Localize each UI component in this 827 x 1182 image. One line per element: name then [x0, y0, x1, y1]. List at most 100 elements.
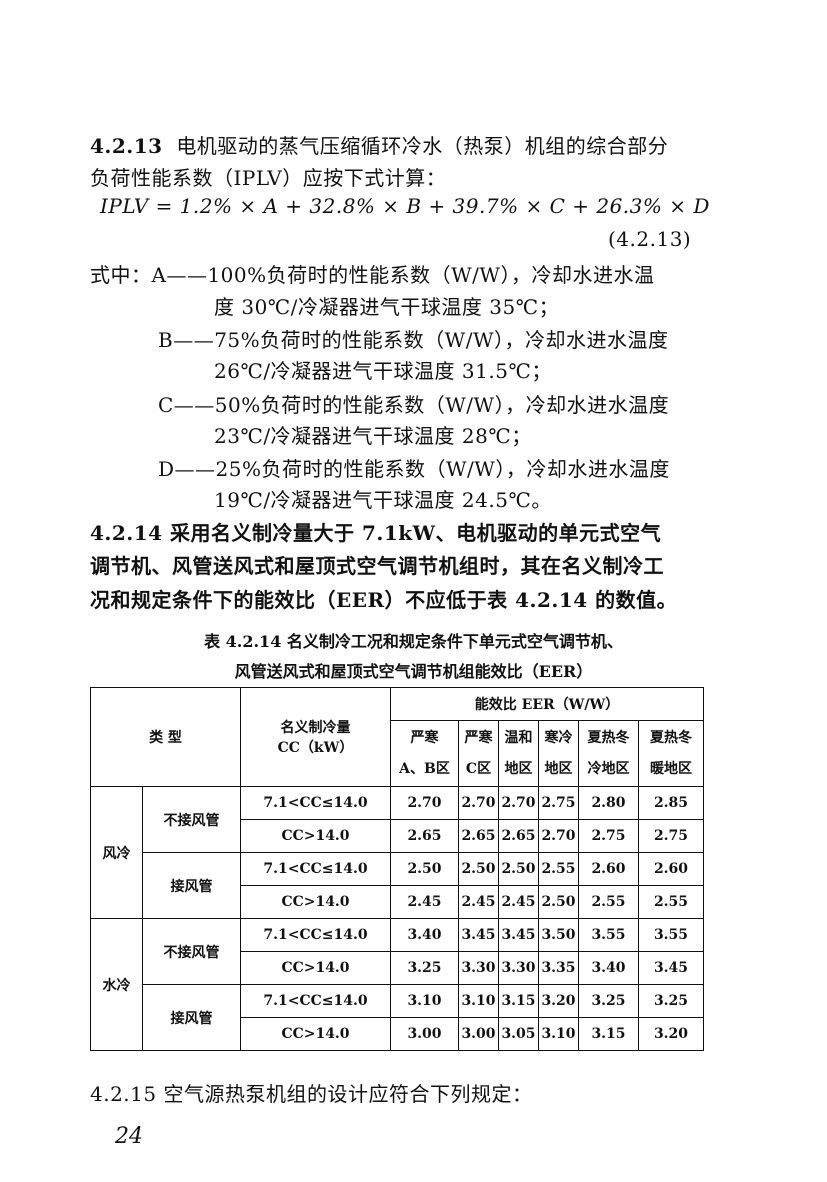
type-cell: 水冷	[90, 918, 143, 1051]
zone-line1: 严寒	[464, 729, 493, 746]
eer-value-cell: 3.00	[390, 1017, 459, 1051]
table-row: CC>14.0 2.45 2.45 2.45 2.50 2.55 2.55	[91, 885, 704, 919]
cc-cell: CC>14.0	[240, 1017, 391, 1051]
zone-line2: A、B区	[399, 760, 450, 777]
eer-value-cell: 2.70	[458, 786, 499, 820]
cc-cell: CC>14.0	[240, 951, 391, 985]
section-4-2-13-line2: 负荷性能系数（IPLV）应按下式计算：	[90, 166, 447, 190]
table-row: 风冷 不接风管 7.1<CC≤14.0 2.70 2.70 2.70 2.75 2.80 2.8…	[90, 786, 704, 919]
eer-value-cell: 3.40	[578, 951, 639, 985]
eer-value-cell: 3.30	[458, 951, 499, 985]
eer-value-cell: 2.60	[638, 852, 704, 886]
header-zone: 温和 地区	[498, 720, 539, 787]
type-cell: 风冷	[90, 786, 143, 919]
eer-value-cell: 2.70	[498, 786, 539, 820]
text: 电机驱动的蒸气压缩循环冷水（热泵）机组的综合部分	[176, 134, 669, 158]
eer-value-cell: 2.55	[538, 852, 579, 886]
page-number: 24	[115, 1124, 143, 1149]
section-number: 4.2.13	[90, 134, 163, 158]
eer-value-cell: 3.25	[390, 951, 459, 985]
zone-line1: 严寒	[410, 729, 439, 746]
section-4-2-15: 4.2.15 空气源热泵机组的设计应符合下列规定：	[90, 1082, 533, 1106]
eer-value-cell: 3.40	[390, 918, 459, 952]
eer-value-cell: 2.75	[578, 819, 639, 853]
eer-value-cell: 2.50	[538, 885, 579, 919]
zone-line1: 温和	[504, 729, 533, 746]
def-d-1: D——25%负荷时的性能系数（W/W），冷却水进水温度	[158, 457, 670, 481]
eer-value-cell: 2.65	[458, 819, 499, 853]
header-zone: 严寒 A、B区	[390, 720, 459, 787]
header-zone: 严寒 C区	[458, 720, 499, 787]
eer-value-cell: 3.10	[538, 1017, 579, 1051]
eer-value-cell: 3.20	[538, 984, 579, 1018]
eer-value-cell: 2.50	[458, 852, 499, 886]
def-b-2: 26℃/冷凝器进气干球温度 31.5℃；	[214, 359, 552, 383]
eer-value-cell: 3.10	[458, 984, 499, 1018]
subtype-cell: 接风管	[142, 852, 241, 919]
zone-line2: 地区	[504, 760, 533, 777]
eer-value-cell: 3.55	[578, 918, 639, 952]
table-row: CC>14.0 3.25 3.30 3.30 3.35 3.40 3.45	[91, 951, 704, 985]
header-eer: 能效比 EER（W/W）	[390, 687, 704, 721]
eer-value-cell: 2.60	[578, 852, 639, 886]
def-a-2: 度 30℃/冷凝器进气干球温度 35℃；	[214, 295, 560, 319]
cc-cell: 7.1<CC≤14.0	[240, 786, 391, 820]
table-row: CC>14.0 2.65 2.65 2.65 2.70 2.75 2.75	[91, 819, 704, 853]
eer-value-cell: 2.50	[390, 852, 459, 886]
zone-line2: C区	[465, 760, 492, 777]
eer-value-cell: 2.85	[638, 786, 704, 820]
section-4-2-14-line2: 调节机、风管送风式和屋顶式空气调节机组时，其在名义制冷工	[90, 554, 664, 578]
eer-value-cell: 3.35	[538, 951, 579, 985]
table-title-2: 风管送风式和屋顶式空气调节机组能效比（EER）	[234, 662, 593, 681]
cc-cell: CC>14.0	[240, 885, 391, 919]
header-cc: 名义制冷量 CC（kW）	[240, 687, 391, 787]
header-cc-unit: CC（kW）	[277, 740, 354, 756]
eer-value-cell: 2.45	[498, 885, 539, 919]
equation-number: (4.2.13)	[608, 227, 692, 251]
table-row: 接风管 7.1<CC≤14.0 3.10 3.10 3.15 3.20 3.25 3.25	[91, 984, 704, 1051]
zone-line2: 暖地区	[650, 760, 692, 777]
zone-line1: 寒冷	[544, 729, 573, 746]
header-zone: 夏热冬 暖地区	[638, 720, 704, 787]
subtype-cell: 不接风管	[142, 786, 241, 853]
eer-value-cell: 3.45	[498, 918, 539, 952]
eer-value-cell: 3.55	[638, 918, 704, 952]
def-a-1: 式中：A——100%负荷时的性能系数（W/W），冷却水进水温	[90, 263, 655, 287]
header-zone: 夏热冬 冷地区	[578, 720, 639, 787]
section-4-2-14-line3: 况和规定条件下的能效比（EER）不应低于表 4.2.14 的数值。	[90, 588, 678, 612]
eer-value-cell: 2.70	[538, 819, 579, 853]
eer-value-cell: 2.80	[578, 786, 639, 820]
cc-cell: 7.1<CC≤14.0	[240, 852, 391, 886]
def-c-1: C——50%负荷时的性能系数（W/W），冷却水进水温度	[158, 393, 670, 417]
def-b-1: B——75%负荷时的性能系数（W/W），冷却水进水温度	[158, 328, 669, 352]
header-zone: 寒冷 地区	[538, 720, 579, 787]
formula: IPLV = 1.2% × A + 32.8% × B + 39.7% × C …	[100, 194, 710, 218]
eer-value-cell: 3.45	[458, 918, 499, 952]
cc-cell: CC>14.0	[240, 819, 391, 853]
eer-value-cell: 2.75	[638, 819, 704, 853]
eer-value-cell: 3.15	[578, 1017, 639, 1051]
eer-value-cell: 2.45	[390, 885, 459, 919]
eer-table: 类 型 名义制冷量 CC（kW） 能效比 EER（W/W） 严寒 A、B区 严寒 C区温…	[90, 687, 704, 1051]
eer-value-cell: 3.20	[638, 1017, 704, 1051]
eer-value-cell: 3.30	[498, 951, 539, 985]
header-cc-label: 名义制冷量	[280, 720, 351, 736]
eer-value-cell: 2.50	[498, 852, 539, 886]
section-4-2-13-line1: 4.2.13 电机驱动的蒸气压缩循环冷水（热泵）机组的综合部分	[90, 130, 668, 159]
cc-cell: 7.1<CC≤14.0	[240, 918, 391, 952]
zone-line1: 夏热冬	[587, 729, 630, 746]
table-row: 水冷 不接风管 7.1<CC≤14.0 3.40 3.45 3.45 3.50 3.55 3.5…	[90, 918, 704, 1051]
eer-value-cell: 3.00	[458, 1017, 499, 1051]
eer-value-cell: 2.65	[498, 819, 539, 853]
eer-value-cell: 2.65	[390, 819, 459, 853]
eer-value-cell: 2.70	[390, 786, 459, 820]
eer-value-cell: 2.75	[538, 786, 579, 820]
header-type: 类 型	[90, 687, 241, 787]
zone-line2: 冷地区	[587, 760, 630, 777]
eer-value-cell: 2.55	[578, 885, 639, 919]
def-d-2: 19℃/冷凝器进气干球温度 24.5℃。	[214, 488, 552, 512]
eer-value-cell: 3.25	[638, 984, 704, 1018]
eer-value-cell: 3.10	[390, 984, 459, 1018]
table-row: CC>14.0 3.00 3.00 3.05 3.10 3.15 3.20	[91, 1017, 704, 1051]
